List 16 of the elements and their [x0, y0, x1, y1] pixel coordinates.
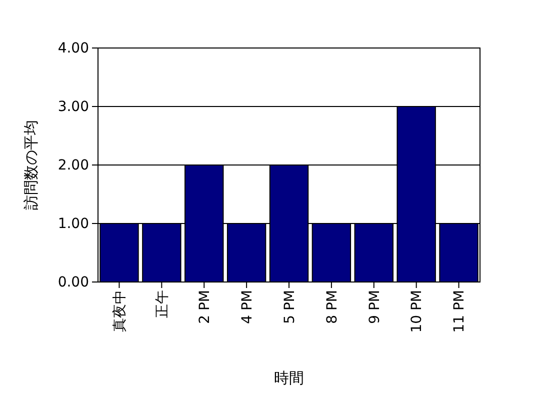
x-tick-label: 8 PM	[324, 290, 340, 324]
y-tick-label: 0.00	[58, 274, 89, 290]
x-tick-label: 9 PM	[366, 290, 383, 324]
x-tick-label: 11 PM	[452, 290, 468, 333]
x-tick-label: 真夜中	[112, 290, 128, 332]
x-tick-label: 4 PM	[239, 290, 256, 324]
x-tick-label: 5 PM	[282, 290, 298, 324]
x-axis-title: 時間	[274, 369, 304, 387]
x-tick-label: 正午	[154, 290, 171, 318]
y-axis-title: 訪問数の平均	[22, 120, 40, 210]
y-tick-label: 4.00	[58, 40, 89, 56]
y-tick-label: 3.00	[58, 98, 89, 115]
x-tick-label: 10 PM	[409, 290, 426, 333]
y-tick-label: 2.00	[58, 157, 89, 174]
y-tick-label: 1.00	[58, 216, 89, 232]
x-tick-label: 2 PM	[197, 290, 214, 324]
